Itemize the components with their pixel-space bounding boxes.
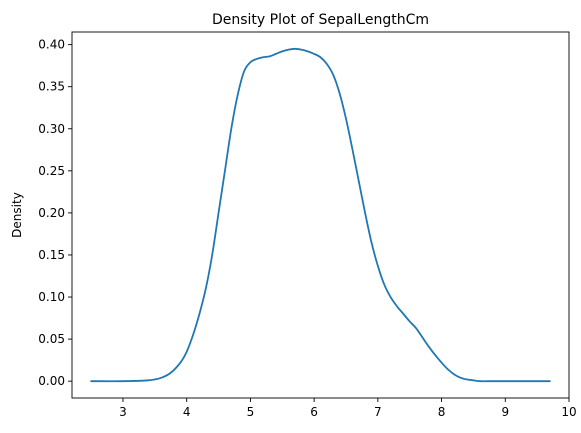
y-axis: 0.00 0.05 0.10 0.15 0.20 0.25 0.30 0.35 0.40: [38, 38, 72, 388]
x-tick-label: 8: [438, 405, 446, 419]
x-tick-label: 10: [561, 405, 576, 419]
y-tick-label: 0.25: [38, 164, 65, 178]
x-axis: 3 4 5 6 7 8 9 10: [119, 398, 577, 419]
y-tick-label: 0.05: [38, 332, 65, 346]
x-tick-label: 7: [374, 405, 382, 419]
density-line: [90, 47, 551, 383]
x-tick-label: 4: [183, 405, 191, 419]
chart-title: Density Plot of SepalLengthCm: [212, 12, 429, 28]
plot-area-frame: [71, 31, 570, 399]
x-tick-label: 3: [119, 405, 127, 419]
x-tick-label: 6: [310, 405, 318, 419]
y-tick-label: 0.40: [38, 38, 65, 52]
y-axis-label: Density: [10, 192, 24, 238]
x-tick-label: 5: [247, 405, 255, 419]
y-tick-label: 0.00: [38, 374, 65, 388]
y-tick-label: 0.20: [38, 206, 65, 220]
y-tick-label: 0.35: [38, 80, 65, 94]
y-tick-label: 0.15: [38, 248, 65, 262]
x-tick-label: 9: [501, 405, 509, 419]
y-tick-label: 0.10: [38, 290, 65, 304]
y-tick-label: 0.30: [38, 122, 65, 136]
